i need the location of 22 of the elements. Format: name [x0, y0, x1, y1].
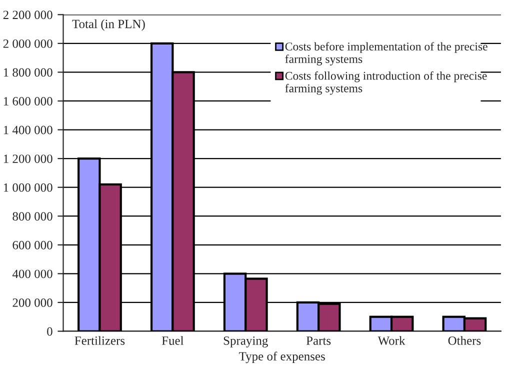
y-tick-label: 200 000: [12, 298, 52, 307]
y-tick-label: 800 000: [12, 212, 52, 221]
y-tick-label: 2 000 000: [3, 39, 52, 48]
y-tick-label: 2 200 000: [3, 10, 52, 20]
x-tick-label: Fuel: [162, 336, 184, 345]
legend-label: Costs before implementation of the precise farming systems: [285, 42, 488, 66]
x-tick-label: Spraying: [224, 336, 268, 348]
y-tick-label: 1 000 000: [4, 183, 52, 192]
y-tick-label: 400 000: [12, 270, 52, 278]
x-tick-label: Parts: [306, 336, 331, 345]
x-tick-label: Fertilizers: [74, 336, 125, 345]
y-tick-label: 0: [47, 327, 52, 336]
y-tick-label: 1 400 000: [4, 126, 52, 134]
y-tick-label: 600 000: [12, 240, 52, 250]
y-tick-label: 1 200 000: [4, 154, 52, 164]
y-tick-label: 1 600 000: [4, 97, 52, 106]
y-tick-label: 1 800 000: [4, 68, 52, 77]
legend-label: Costs following introduction of the precise farming systems: [285, 71, 487, 95]
y-axis-title: Total (in PLN): [72, 19, 145, 31]
x-tick-label: Work: [378, 336, 406, 345]
x-tick-label: Others: [448, 336, 481, 345]
x-axis-title: Type of expenses: [239, 352, 325, 364]
